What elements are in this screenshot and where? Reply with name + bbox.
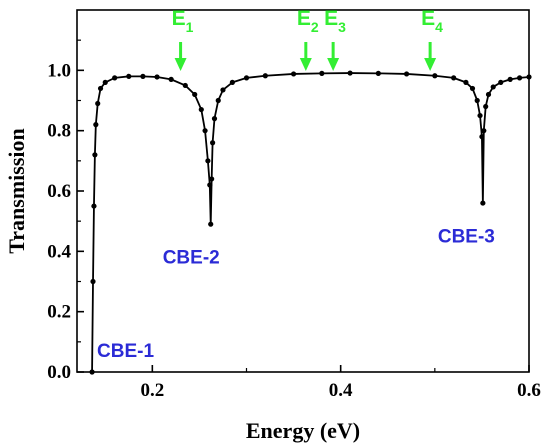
- data-point: [507, 76, 513, 82]
- energy-label: E2: [297, 7, 319, 35]
- series-layer: [89, 70, 532, 375]
- y-tick-label: 0.6: [47, 181, 71, 202]
- y-tick-label: 0.8: [47, 121, 71, 142]
- data-point: [202, 128, 208, 134]
- y-tick-label: 0.2: [47, 302, 71, 323]
- data-point: [229, 79, 235, 85]
- data-point: [479, 134, 485, 140]
- data-point: [485, 91, 492, 98]
- data-point: [490, 84, 496, 90]
- data-point: [102, 79, 108, 85]
- data-point: [243, 75, 250, 81]
- energy-arrow-head: [174, 58, 187, 71]
- x-tick-label: 0.4: [329, 380, 353, 401]
- data-point: [140, 73, 146, 79]
- energy-label: E4: [421, 7, 443, 35]
- x-tick-label: 0.2: [140, 380, 164, 401]
- data-point: [182, 82, 188, 89]
- data-point: [481, 128, 487, 134]
- data-point: [477, 112, 483, 119]
- y-axis-ticks: 0.0 0.2 0.4 0.6 0.8 1.0: [47, 39, 84, 383]
- data-point: [432, 73, 438, 79]
- energy-arrow-head: [327, 58, 340, 71]
- data-point: [192, 91, 198, 98]
- data-point: [474, 97, 480, 104]
- data-point: [211, 116, 218, 122]
- data-point: [516, 75, 523, 81]
- energy-label-subscript: 4: [435, 19, 443, 35]
- data-point: [220, 87, 226, 93]
- data-point: [95, 100, 101, 107]
- data-point: [451, 75, 457, 81]
- band-edge-label: CBE-1: [97, 341, 154, 362]
- data-point: [463, 79, 469, 85]
- data-point: [207, 182, 213, 188]
- energy-label: E3: [324, 7, 346, 35]
- data-point: [93, 122, 99, 128]
- data-point: [290, 71, 297, 77]
- data-point: [262, 73, 268, 79]
- data-point: [91, 203, 97, 209]
- data-point: [498, 79, 504, 85]
- band-edge-label: CBE-2: [163, 247, 220, 268]
- data-point: [469, 85, 476, 92]
- data-point: [347, 70, 353, 76]
- data-point: [90, 278, 96, 285]
- energy-label: E1: [172, 7, 194, 35]
- data-point: [209, 176, 215, 182]
- y-tick-label: 1.0: [47, 60, 71, 81]
- data-point: [483, 103, 489, 110]
- data-point: [92, 152, 98, 158]
- band-edge-label: CBE-3: [438, 226, 495, 247]
- band-edge-labels: CBE-1 CBE-2 CBE-3: [97, 226, 495, 362]
- data-point: [154, 74, 160, 80]
- energy-label-subscript: 2: [311, 19, 319, 35]
- data-point: [89, 369, 95, 375]
- data-point: [215, 97, 221, 104]
- data-point: [375, 70, 381, 76]
- energy-arrow-head: [424, 58, 437, 71]
- x-axis-title: Energy (eV): [246, 418, 360, 443]
- data-point: [126, 73, 132, 79]
- data-point: [319, 70, 325, 76]
- x-axis-ticks: 0.2 0.4 0.6: [140, 365, 541, 401]
- energy-arrow-head: [299, 58, 312, 71]
- data-point: [112, 75, 118, 81]
- data-point: [210, 140, 216, 146]
- data-point: [526, 74, 532, 80]
- data-point: [205, 158, 211, 164]
- data-point: [208, 221, 214, 227]
- data-point: [198, 106, 204, 113]
- data-point: [97, 85, 104, 92]
- data-point: [480, 200, 486, 206]
- energy-markers: E1 E2 E3 E4: [172, 7, 443, 71]
- y-tick-label: 0.4: [47, 241, 71, 262]
- y-axis-title: Transmission: [4, 128, 29, 254]
- energy-label-subscript: 3: [338, 19, 346, 35]
- energy-label-subscript: 1: [186, 19, 194, 35]
- x-tick-label: 0.6: [517, 380, 541, 401]
- data-point: [168, 76, 174, 82]
- y-tick-label: 0.0: [47, 362, 71, 383]
- series-line: [91, 72, 530, 373]
- data-point: [403, 71, 410, 77]
